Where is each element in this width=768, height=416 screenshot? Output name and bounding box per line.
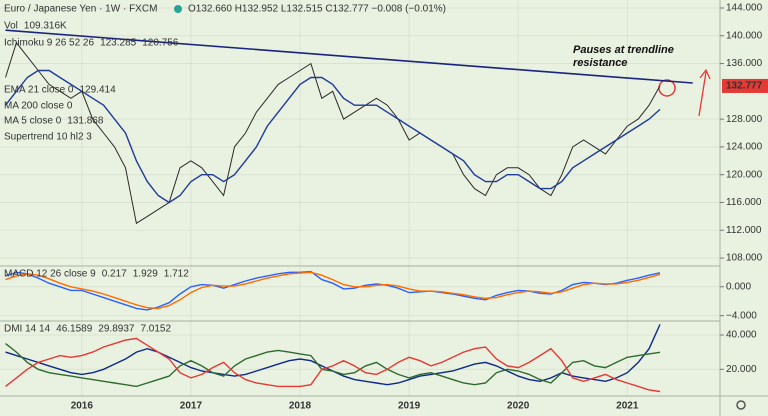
series-line [5, 41, 661, 225]
annotation: Pauses at trendline resistance [573, 44, 674, 69]
legend-name: DMI 14 14 [4, 324, 51, 335]
indicator-value: 120.756 [142, 38, 179, 49]
ohlc: O132.660 H132.952 L132.515 C132.777 −0.0… [188, 4, 446, 15]
last-price-box [722, 78, 768, 93]
indicator-name: Ichimoku 9 26 52 26 [4, 38, 94, 49]
arrow-shaft [698, 71, 707, 117]
x-tick-label: 2016 [71, 401, 94, 412]
indicator-value: 109.316K [24, 21, 67, 32]
indicator-value: 131.868 [67, 116, 104, 127]
x-tick-label: 2021 [616, 401, 639, 412]
x-tick-label: 2020 [507, 401, 530, 412]
x-tick-label: 2017 [180, 401, 203, 412]
trendline [5, 29, 693, 84]
arrow-head [699, 68, 711, 80]
y-tick-label: 20.000 [726, 364, 757, 375]
y-tick-label: 128.000 [726, 114, 763, 125]
indicator-name: MA 5 close 0 [4, 116, 62, 127]
series-line [4, 69, 661, 204]
x-tick-label: 2019 [398, 401, 421, 412]
indicator-name: Supertrend 10 hl2 3 [4, 132, 92, 143]
y-tick-label: 124.000 [726, 142, 763, 153]
legend-value: 7.0152 [140, 324, 171, 335]
y-tick-label: 40.000 [726, 330, 757, 341]
y-tick-label: 0.000 [726, 281, 751, 292]
highlight-circle [658, 79, 676, 97]
legend-value: 1.929 [133, 269, 158, 280]
series-line [5, 337, 661, 393]
indicator-value: 129.414 [79, 85, 116, 96]
y-tick-label: 140.000 [726, 30, 763, 41]
y-tick-label: 144.000 [726, 3, 763, 14]
legend-value: 46.1589 [56, 324, 93, 335]
legend-value: 0.217 [102, 269, 127, 280]
y-tick-label: −4.000 [726, 310, 757, 321]
y-tick-label: 116.000 [726, 197, 762, 208]
indicator-value: 123.285 [100, 38, 137, 49]
status-dot [174, 5, 182, 13]
y-tick-label: 108.000 [726, 253, 763, 264]
x-tick-label: 2018 [289, 401, 312, 412]
indicator-name: MA 200 close 0 [4, 101, 73, 112]
legend-value: 1.712 [164, 269, 189, 280]
legend-name: MACD 12 26 close 9 [4, 269, 96, 280]
indicator-name: EMA 21 close 0 [4, 85, 74, 96]
series-line [5, 271, 661, 310]
y-tick-label: 120.000 [726, 169, 763, 180]
indicator-name: Vol [4, 21, 18, 32]
settings-icon[interactable] [736, 400, 746, 410]
series-line [5, 343, 661, 388]
y-tick-label: 112.000 [726, 225, 762, 236]
last-price-label: 132.777 [726, 81, 763, 92]
chart-title: Euro / Japanese Yen · 1W · FXCM [4, 4, 157, 15]
y-tick-label: 136.000 [726, 58, 763, 69]
legend-value: 29.8937 [98, 324, 135, 335]
